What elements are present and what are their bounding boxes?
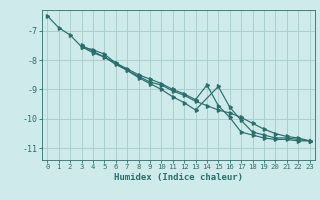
X-axis label: Humidex (Indice chaleur): Humidex (Indice chaleur) xyxy=(114,173,243,182)
